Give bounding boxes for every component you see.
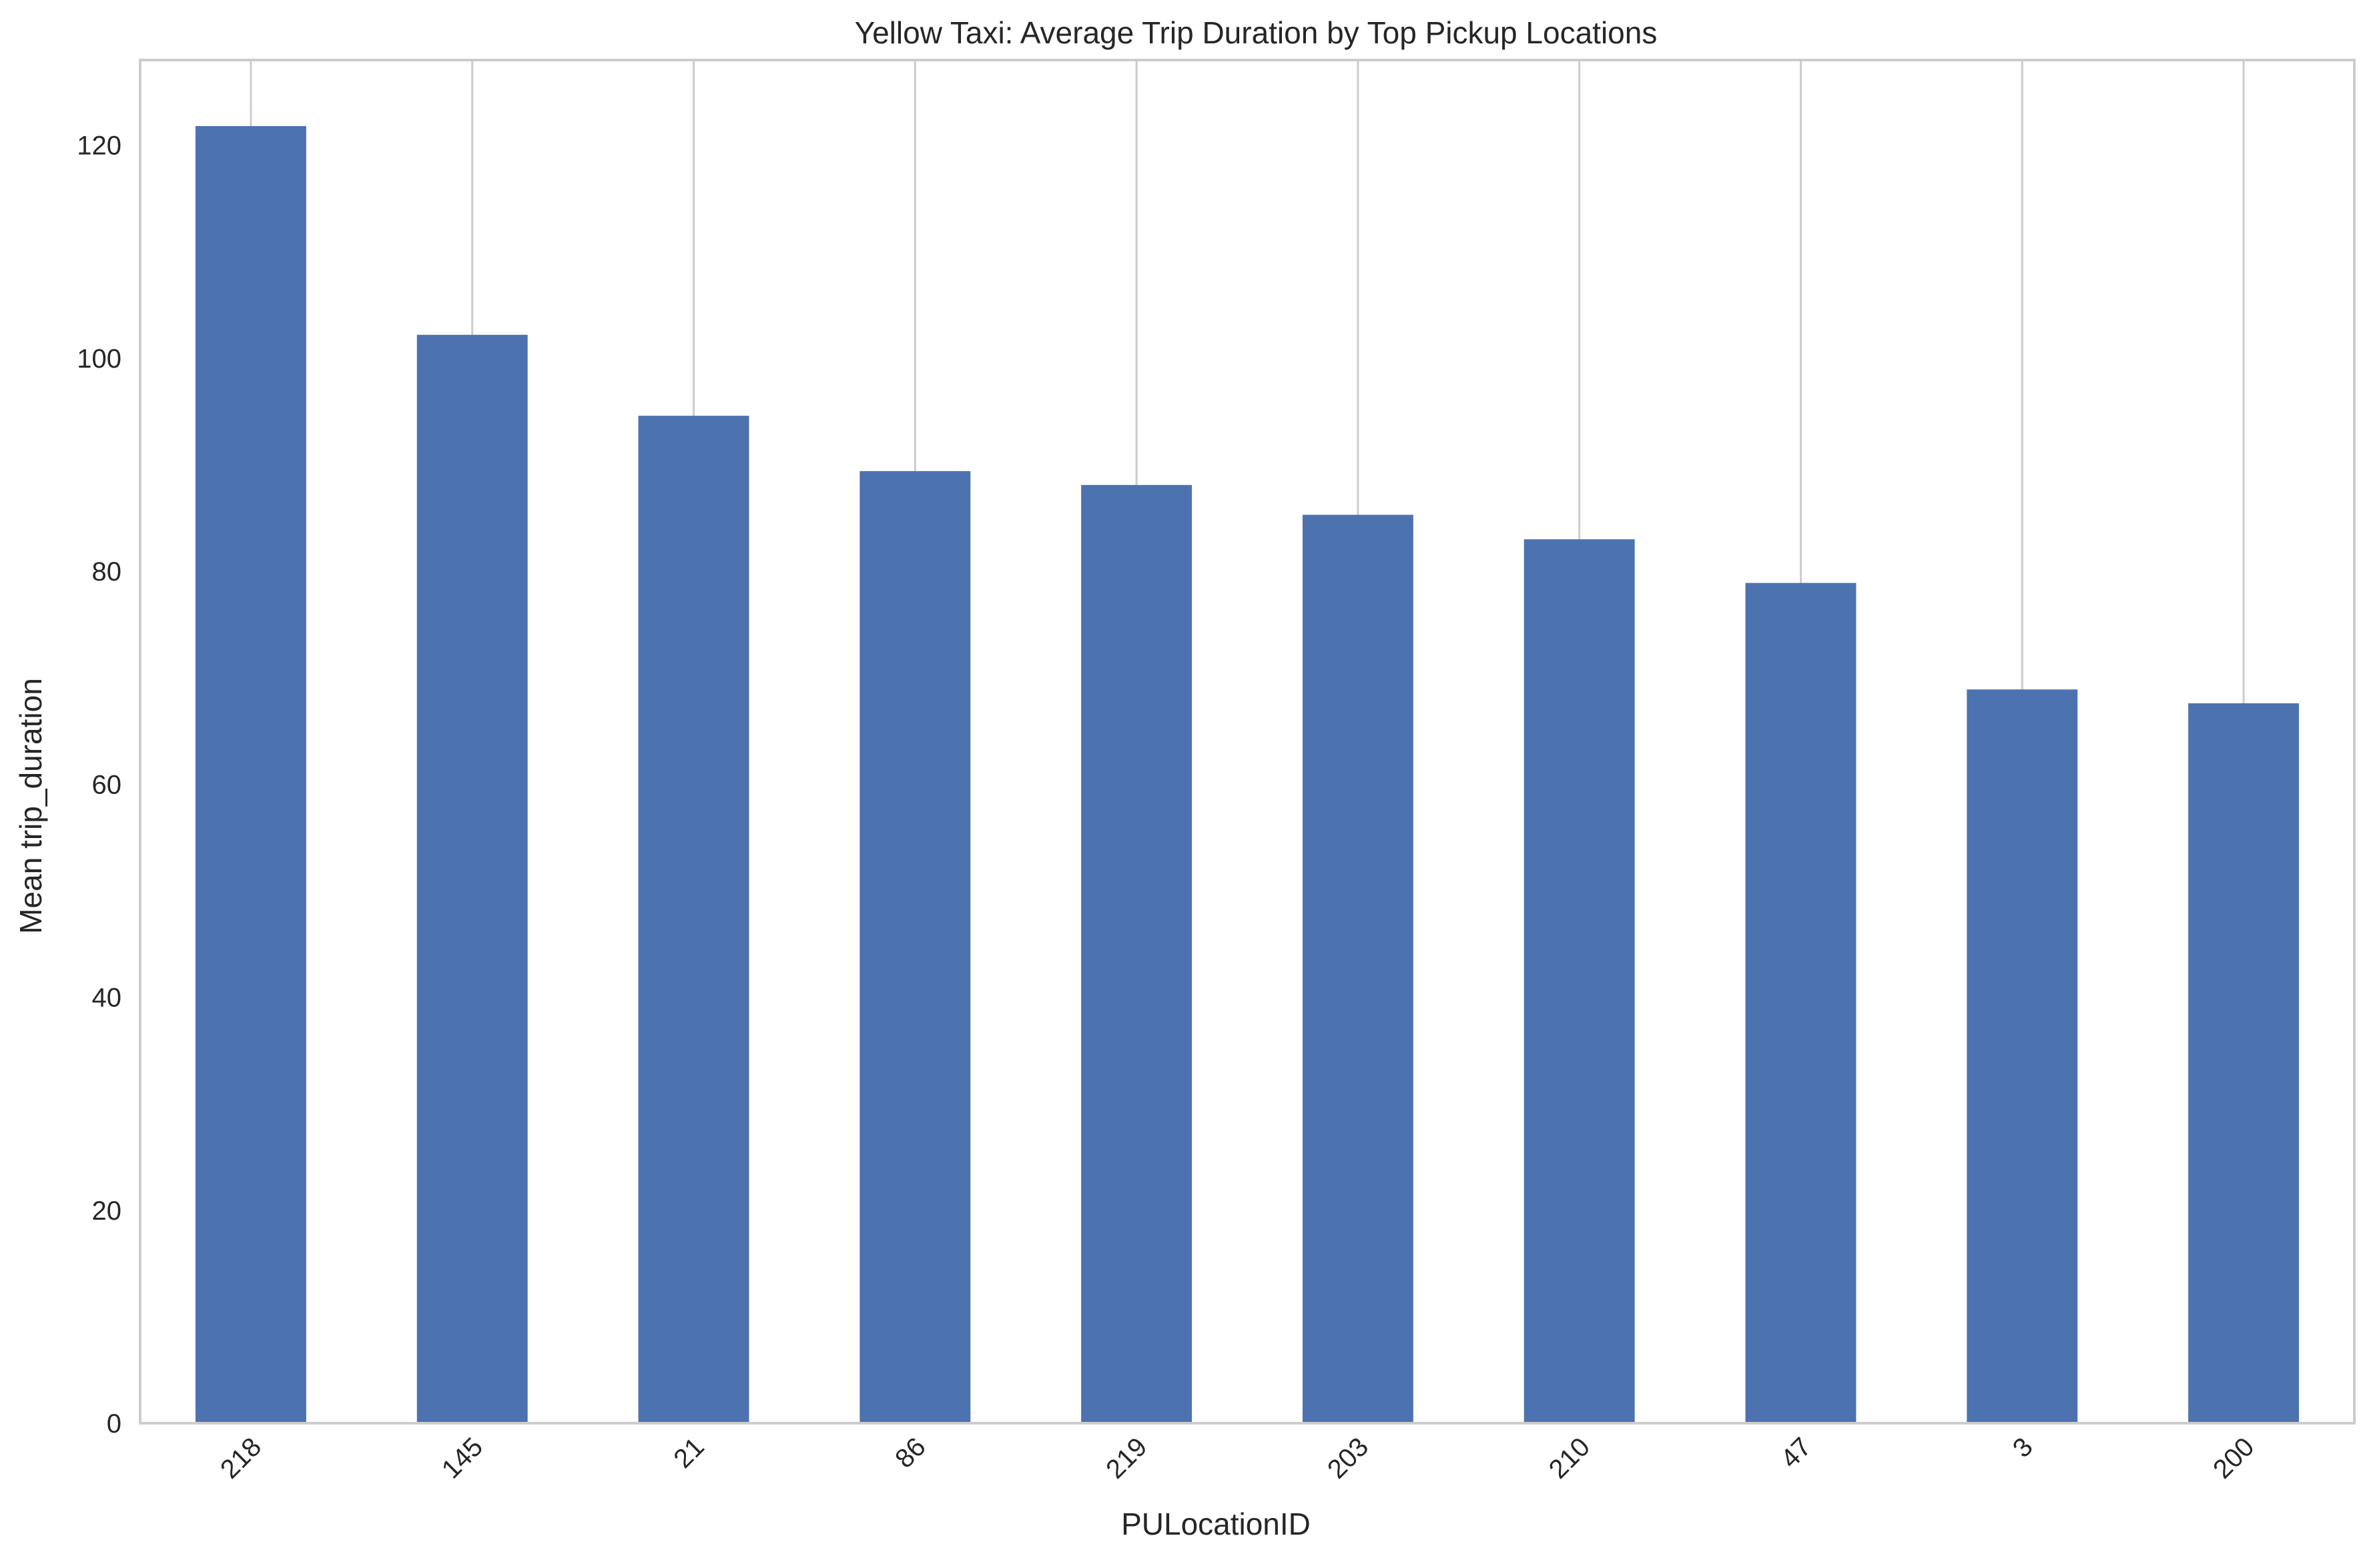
x-axis-label: PULocationID <box>1121 1507 1311 1541</box>
bar-47 <box>1745 582 1856 1423</box>
y-tick-label: 100 <box>77 344 121 374</box>
y-tick-label: 80 <box>92 557 122 586</box>
bar-219 <box>1081 484 1193 1423</box>
bar-210 <box>1524 539 1635 1423</box>
y-axis-label: Mean trip_duration <box>13 678 48 934</box>
bar-203 <box>1302 514 1413 1424</box>
bar-218 <box>195 125 306 1424</box>
chart-title: Yellow Taxi: Average Trip Duration by To… <box>855 15 1658 50</box>
y-tick-label: 40 <box>92 984 122 1013</box>
y-tick-label: 120 <box>77 131 121 161</box>
bars <box>195 125 2300 1424</box>
bar-86 <box>860 471 971 1423</box>
bar-200 <box>2188 703 2300 1423</box>
y-tick-label: 60 <box>92 770 122 799</box>
y-axis-ticks: 0 20 40 60 80 100 120 <box>77 131 121 1439</box>
axes-frame <box>139 59 2356 1425</box>
y-tick-label: 20 <box>92 1196 122 1226</box>
bar-21 <box>638 416 749 1423</box>
axes-spines <box>139 59 2356 1425</box>
bar-3 <box>1967 689 2078 1423</box>
y-tick-label: 0 <box>107 1409 121 1439</box>
bar-145 <box>416 334 528 1423</box>
